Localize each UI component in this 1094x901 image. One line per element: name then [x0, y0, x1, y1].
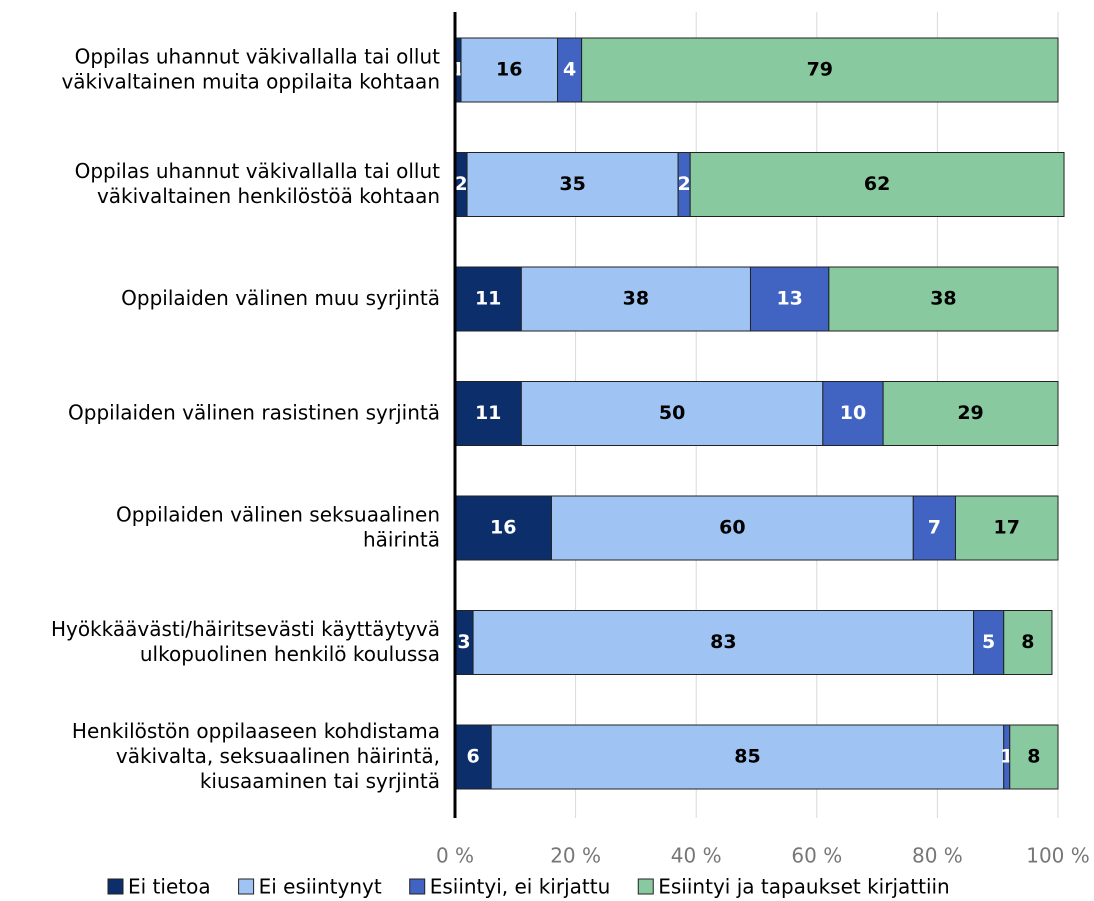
legend-label: Esiintyi, ei kirjattu — [430, 875, 611, 899]
x-tick-label: 100 % — [1026, 844, 1090, 868]
category-label: Oppilaiden välinen muu syrjintä — [121, 286, 440, 310]
data-label: 38 — [930, 288, 956, 310]
bar-segment — [490, 724, 1005, 790]
bar-segment — [460, 37, 559, 103]
data-label: 29 — [957, 402, 983, 424]
bar-segment — [454, 495, 552, 561]
x-tick-label: 80 % — [912, 844, 963, 868]
data-label: 7 — [928, 517, 941, 539]
bar-segment — [466, 152, 679, 217]
data-label: 8 — [1021, 631, 1034, 653]
data-label: 11 — [475, 402, 501, 424]
category-label: Oppilaiden välinen rasistinen syrjintä — [68, 400, 440, 424]
data-label: 79 — [807, 59, 833, 81]
bar-segment — [1003, 610, 1053, 675]
data-label: 2 — [678, 173, 691, 195]
bar-segment — [520, 381, 824, 446]
bar-segment — [882, 381, 1059, 446]
bar-segment — [454, 724, 492, 790]
data-label: 8 — [1027, 746, 1040, 768]
legend-swatch — [409, 878, 426, 895]
data-label: 4 — [563, 59, 576, 81]
category-label: Oppilaiden välinen seksuaalinen häirintä — [116, 502, 440, 551]
data-label: 83 — [710, 631, 736, 653]
category-label: Oppilas uhannut väkivallalla tai ollut vä… — [75, 159, 441, 208]
data-label: 6 — [466, 746, 479, 768]
legend-swatch — [637, 878, 654, 895]
data-label: 17 — [994, 517, 1020, 539]
data-label: 16 — [490, 517, 516, 539]
category-label: Hyökkäävästi/häiritsevästi käyttäytyvä ul… — [51, 617, 440, 666]
data-label: 2 — [454, 173, 467, 195]
x-tick-label: 60 % — [791, 844, 842, 868]
bar-segment — [1009, 724, 1059, 790]
data-label: 62 — [864, 173, 890, 195]
bar-segment — [557, 37, 583, 103]
data-label: 50 — [659, 402, 685, 424]
data-label: 3 — [457, 631, 470, 653]
legend-label: Ei tietoa — [128, 875, 211, 899]
x-tick-label: 20 % — [550, 844, 601, 868]
data-label: 5 — [982, 631, 995, 653]
data-label: 11 — [475, 288, 501, 310]
category-label: Henkilöstön oppilaaseen kohdistama väkiva… — [72, 719, 440, 793]
data-label: 60 — [719, 517, 745, 539]
x-tick-label: 0 % — [436, 844, 474, 868]
data-label: 13 — [776, 288, 802, 310]
data-label: 16 — [496, 59, 522, 81]
legend-swatch — [107, 878, 124, 895]
bar-segment — [454, 381, 522, 446]
bar-segment — [954, 495, 1059, 561]
category-label: Oppilas uhannut väkivallalla tai ollut vä… — [61, 44, 440, 93]
bar-segment — [689, 152, 1065, 217]
x-tick-label: 40 % — [671, 844, 722, 868]
bar-segment — [749, 266, 830, 332]
bar-segment — [912, 495, 956, 561]
bar-segment — [822, 381, 884, 446]
data-label: 38 — [623, 288, 649, 310]
data-label: 85 — [734, 746, 760, 768]
bar-segment — [550, 495, 914, 561]
data-label: 35 — [559, 173, 585, 195]
bar-segment — [828, 266, 1059, 332]
bar-segment — [581, 37, 1059, 103]
legend-label: Ei esiintynyt — [259, 875, 382, 899]
bar-segment — [472, 610, 975, 675]
data-label: 10 — [840, 402, 866, 424]
legend-label: Esiintyi ja tapaukset kirjattiin — [658, 875, 949, 899]
legend-swatch — [238, 878, 255, 895]
bar-segment — [520, 266, 751, 332]
